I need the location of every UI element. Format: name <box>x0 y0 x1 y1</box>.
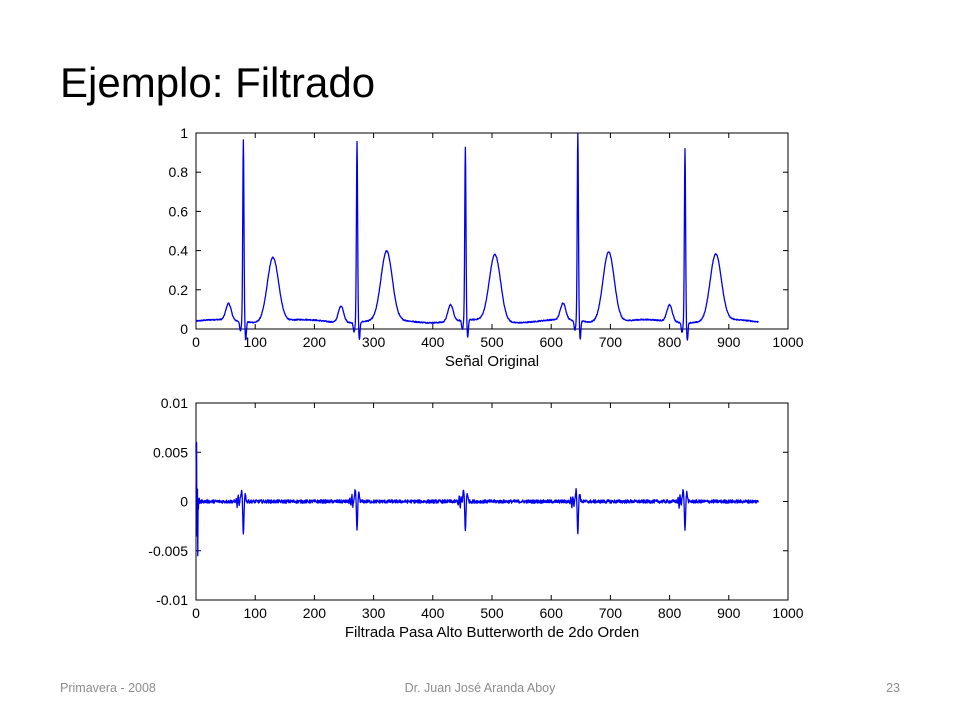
footer-date: Primavera - 2008 <box>60 681 156 695</box>
x-tick-label: 1000 <box>772 605 803 621</box>
x-tick-label: 600 <box>540 334 564 350</box>
x-tick-label: 100 <box>244 334 268 350</box>
x-tick-label: 900 <box>717 605 741 621</box>
y-tick-label: 0.01 <box>161 395 188 411</box>
x-tick-label: 900 <box>717 334 741 350</box>
y-tick-label: 0 <box>180 321 188 337</box>
x-tick-label: 1000 <box>772 334 803 350</box>
y-tick-label: 0.2 <box>169 282 189 298</box>
x-tick-label: 300 <box>362 334 386 350</box>
x-tick-label: 100 <box>244 605 268 621</box>
x-tick-label: 0 <box>192 334 200 350</box>
x-tick-label: 0 <box>192 605 200 621</box>
slide-title: Ejemplo: Filtrado <box>60 59 376 106</box>
x-tick-label: 200 <box>303 605 327 621</box>
subplot-2: 0 100 200 300 400 500 600 700 800 900 1000 -0.01 -0.… <box>148 395 803 641</box>
y-tick-label: -0.01 <box>156 592 188 608</box>
x-tick-label: 700 <box>599 334 623 350</box>
subplot-1: 0 100 200 300 400 500 600 700 800 900 1000 0 0.2 0.4 0… <box>169 125 804 370</box>
x-tick-label: 200 <box>303 334 327 350</box>
x-tick-label: 400 <box>421 334 445 350</box>
y-tick-label: 0 <box>180 494 188 510</box>
plot-frame <box>195 132 789 330</box>
x-tick-label: 500 <box>480 334 504 350</box>
x-tick-label: 300 <box>362 605 386 621</box>
y-tick-label: 1 <box>180 125 188 141</box>
footer-author: Dr. Juan José Aranda Aboy <box>404 681 556 695</box>
x-tick-label: 800 <box>658 334 682 350</box>
x-axis-label: Filtrada Pasa Alto Butterworth de 2do Or… <box>345 624 639 641</box>
x-tick-label: 400 <box>421 605 445 621</box>
series-original-signal <box>195 132 759 341</box>
series-filtered-signal <box>195 441 759 557</box>
footer-page-number: 23 <box>886 681 900 695</box>
y-tick-label: -0.005 <box>148 543 188 559</box>
x-tick-label: 600 <box>540 605 564 621</box>
x-tick-label: 700 <box>599 605 623 621</box>
y-tick-label: 0.8 <box>169 164 189 180</box>
y-tick-label: 0.6 <box>169 203 189 219</box>
x-tick-label: 800 <box>658 605 682 621</box>
x-tick-label: 500 <box>480 605 504 621</box>
y-tick-label: 0.4 <box>169 243 189 259</box>
x-axis-label: Señal Original <box>445 353 539 370</box>
y-tick-label: 0.005 <box>153 444 188 460</box>
